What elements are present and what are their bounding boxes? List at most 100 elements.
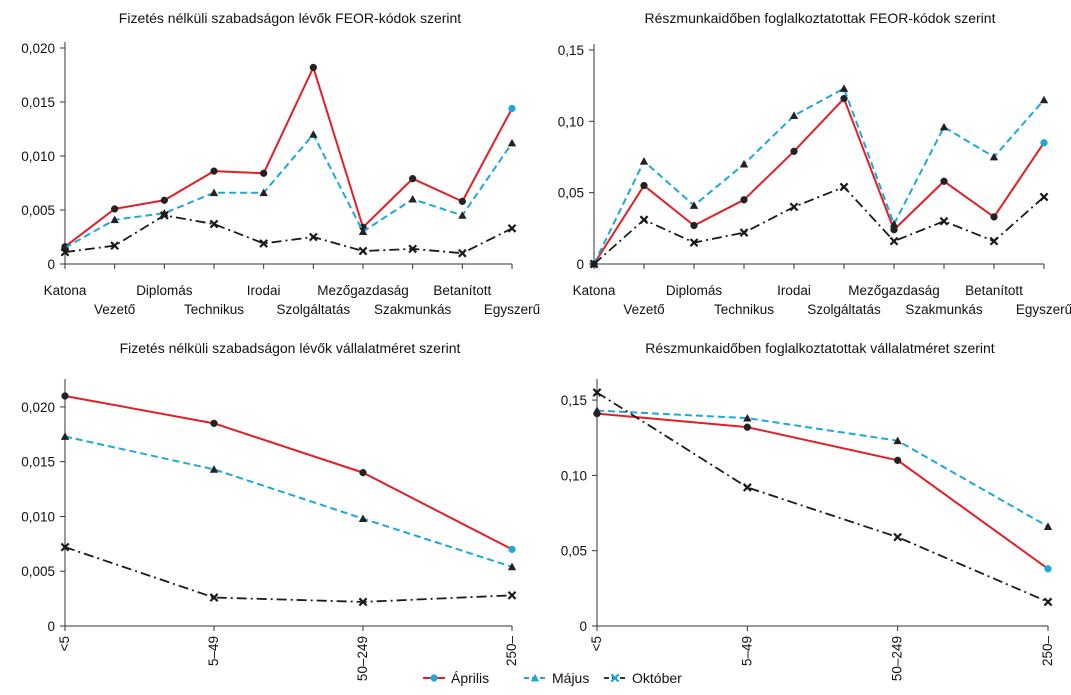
y-tick-label: 0,010 (21, 149, 55, 164)
data-point-május (739, 159, 749, 168)
data-point-október (358, 246, 368, 256)
x-tick-label: 5–49 (739, 636, 754, 666)
data-point-október (457, 248, 467, 258)
data-point-október (592, 388, 602, 397)
legend-item-április: Április (423, 670, 489, 686)
data-point-május (408, 195, 417, 203)
data-point-október (308, 232, 318, 242)
data-point-április (1040, 139, 1048, 147)
x-tick-label: Szolgáltatás (277, 302, 351, 317)
data-point-április (940, 177, 948, 185)
data-point-október (839, 182, 849, 192)
data-point-május (60, 432, 70, 440)
data-point-április (61, 392, 69, 400)
data-point-május (358, 227, 368, 235)
series-line-október (64, 546, 513, 603)
y-tick-label: 0,015 (21, 95, 55, 110)
data-point-május (209, 188, 219, 197)
x-tick-label: 50–249 (890, 636, 905, 681)
data-point-április (260, 169, 268, 177)
data-point-október (60, 247, 70, 257)
series-április (61, 392, 516, 553)
data-point-május (1039, 95, 1049, 104)
series-line-május (593, 87, 1045, 265)
data-point-május (507, 562, 517, 571)
chart-panel-4: Részmunkaidőben foglalkoztatottak vállal… (561, 340, 1055, 681)
x-tick-label: Mezőgazdaság (317, 283, 409, 298)
legend-label: Október (632, 670, 682, 686)
data-point-október (110, 241, 120, 251)
chart-panel-1: Fizetés nélküli szabadságon lévők FEOR-k… (21, 10, 540, 317)
data-point-május (309, 130, 318, 138)
data-point-május (689, 201, 699, 209)
data-point-április (840, 94, 848, 103)
legend-label: Április (451, 670, 489, 686)
series-line-május (64, 133, 513, 249)
x-tick-label: Vezető (94, 302, 135, 317)
data-point-április (309, 63, 317, 72)
data-point-október (408, 244, 418, 254)
data-point-május (358, 514, 368, 523)
data-point-április (508, 545, 516, 553)
y-tick-label: 0,005 (21, 564, 55, 579)
series-május (589, 84, 1049, 268)
legend-label: Május (552, 670, 589, 686)
data-point-október (889, 236, 899, 246)
data-point-május (507, 138, 517, 147)
series-október (592, 388, 1053, 607)
x-tick-label: Szakmunkás (905, 302, 983, 317)
legend-item-május: Május (524, 670, 589, 686)
data-point-május (889, 219, 899, 228)
x-tick-label: Betanított (433, 283, 491, 298)
x-tick-label: Egyszerű (484, 302, 540, 317)
data-point-október (159, 211, 169, 220)
y-tick-label: 0,15 (558, 43, 584, 58)
data-point-május (110, 215, 119, 224)
x-tick-label: Katona (44, 283, 87, 298)
series-október (589, 182, 1049, 269)
y-tick-label: 0,010 (21, 509, 55, 524)
data-point-május (1043, 522, 1053, 530)
series-május (60, 432, 517, 571)
y-tick-label: 0,05 (561, 544, 587, 559)
y-tick-label: 0,020 (21, 400, 55, 415)
x-tick-label: Egyszerű (1016, 302, 1071, 317)
data-point-április (458, 197, 466, 206)
legend-marker-icon (430, 674, 438, 682)
data-point-május (743, 413, 752, 422)
data-point-április (1044, 565, 1052, 573)
chart-panel-3: Fizetés nélküli szabadságon lévők vállal… (21, 340, 519, 681)
data-point-április (740, 196, 748, 204)
series-line-október (596, 391, 1049, 603)
data-point-október (893, 532, 903, 542)
data-point-október (742, 483, 752, 492)
y-tick-label: 0 (579, 619, 587, 634)
data-point-április (894, 456, 902, 464)
series-line-április (593, 97, 1045, 265)
data-point-október (259, 239, 269, 248)
x-tick-label: 50–249 (355, 636, 370, 681)
x-tick-label: Mezőgazdaság (848, 283, 940, 298)
data-point-április (790, 147, 798, 155)
data-point-október (739, 228, 749, 237)
data-point-május (592, 406, 602, 414)
x-tick-label: Diplomás (136, 283, 193, 298)
series-április (590, 94, 1048, 268)
data-point-május (893, 436, 902, 445)
data-point-október (589, 259, 599, 269)
x-tick-label: <5 (589, 636, 604, 651)
data-point-május (639, 157, 649, 165)
data-point-április (690, 221, 698, 230)
series-line-április (596, 412, 1049, 570)
data-point-október (209, 593, 219, 602)
y-tick-label: 0,05 (558, 186, 584, 201)
x-tick-label: Technikus (184, 302, 244, 317)
data-point-október (1043, 597, 1053, 607)
data-point-október (1039, 192, 1049, 202)
y-tick-label: 0,10 (558, 114, 584, 129)
data-point-május (789, 111, 799, 119)
data-point-április (990, 213, 998, 221)
x-tick-label: Technikus (714, 302, 774, 317)
legend-marker-icon (530, 673, 540, 682)
